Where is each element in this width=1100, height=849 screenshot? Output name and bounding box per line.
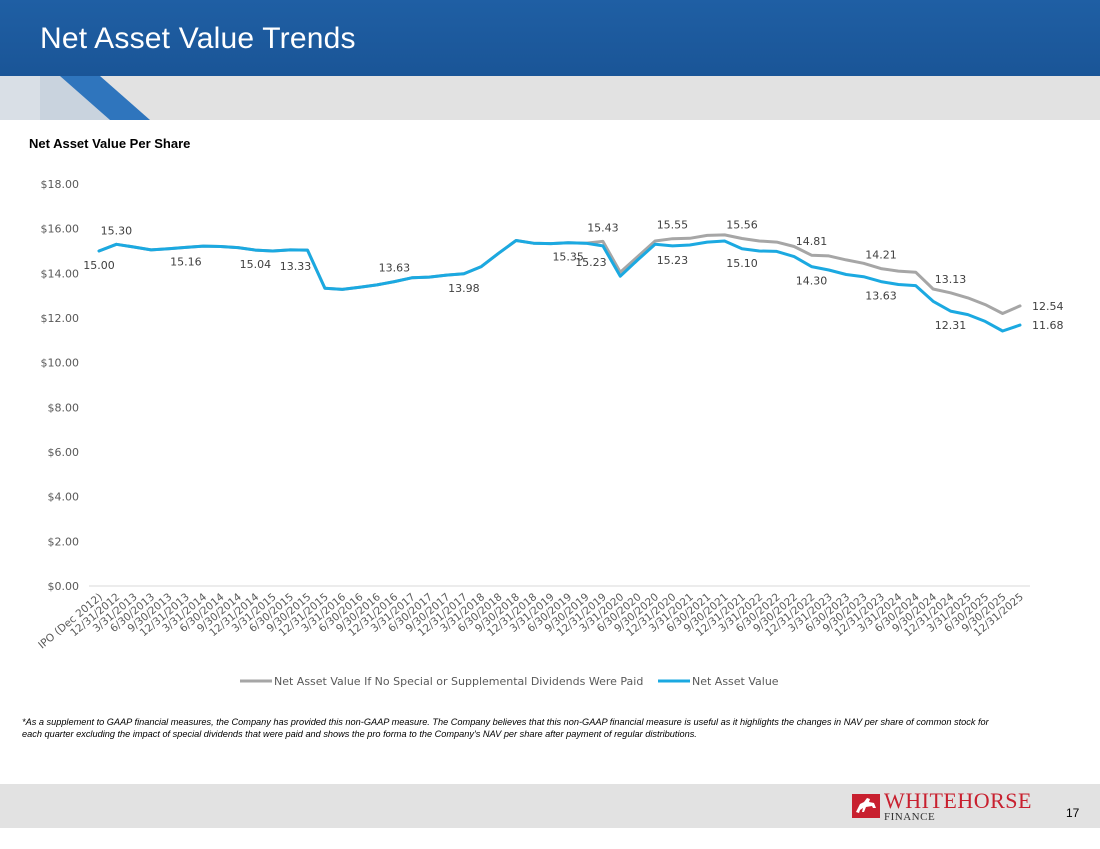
- data-label: 15.35: [552, 251, 584, 264]
- y-tick-label: $8.00: [48, 401, 80, 414]
- logo-name: WHITEHORSE: [884, 788, 1032, 813]
- y-tick-label: $16.00: [41, 223, 80, 236]
- legend-label-pro-forma: Net Asset Value If No Special or Supplem…: [274, 675, 643, 688]
- header-band: [0, 0, 1100, 76]
- data-label: 14.30: [796, 275, 828, 288]
- header-decoration: [0, 76, 150, 120]
- page-title: Net Asset Value Trends: [40, 22, 356, 55]
- chart-title: Net Asset Value Per Share: [29, 136, 191, 151]
- y-tick-label: $6.00: [48, 446, 80, 459]
- data-label: 15.16: [170, 255, 202, 268]
- y-tick-label: $4.00: [48, 491, 80, 504]
- y-tick-label: $10.00: [41, 357, 80, 370]
- data-label: 14.81: [796, 235, 828, 248]
- data-label: 15.56: [726, 218, 758, 231]
- header-accent-blue: [60, 76, 150, 120]
- data-label: 15.00: [83, 259, 115, 272]
- nav-line-chart: $0.00 $2.00 $4.00 $6.00 $8.00 $10.00 $12.00 $14…: [36, 178, 1064, 688]
- data-label: 15.04: [240, 258, 272, 271]
- data-label: 15.23: [575, 256, 607, 269]
- data-label: 13.33: [280, 260, 312, 273]
- page-number: 17: [1066, 806, 1080, 820]
- y-tick-label: $18.00: [41, 178, 80, 191]
- data-label: 13.98: [448, 282, 480, 295]
- legend-label-nav: Net Asset Value: [692, 675, 779, 688]
- horse-logo-icon: [852, 794, 880, 818]
- series-line-nav: [97, 239, 1022, 333]
- header-accent-left: [0, 76, 40, 120]
- header: Net Asset Value Trends: [0, 0, 1100, 120]
- whitehorse-logo: WHITEHORSE FINANCE: [852, 790, 1052, 824]
- data-label: 12.54: [1032, 300, 1064, 313]
- data-label: 15.55: [657, 219, 689, 232]
- y-tick-label: $2.00: [48, 535, 80, 548]
- y-tick-label: $12.00: [41, 312, 80, 325]
- y-tick-label: $0.00: [48, 580, 80, 593]
- data-label: 15.23: [657, 254, 689, 267]
- data-label: 13.63: [379, 262, 411, 275]
- y-tick-label: $14.00: [41, 267, 80, 280]
- data-label: 15.30: [101, 224, 133, 237]
- data-label: 14.21: [865, 249, 897, 262]
- footnote: *As a supplement to GAAP financial measu…: [22, 717, 989, 739]
- data-label: 15.10: [726, 257, 758, 270]
- data-label: 12.31: [935, 319, 967, 332]
- data-label: 11.68: [1032, 319, 1064, 332]
- data-label: 13.13: [935, 273, 967, 286]
- footer-bar: [0, 784, 1100, 828]
- data-label: 13.63: [865, 290, 897, 303]
- data-label: 15.43: [587, 221, 619, 234]
- logo-subtitle: FINANCE: [884, 811, 936, 823]
